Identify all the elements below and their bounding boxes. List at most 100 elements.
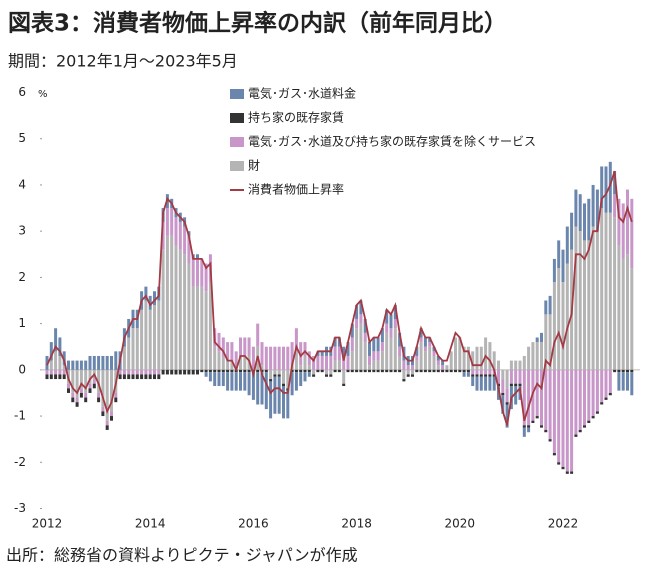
bar-segment — [144, 300, 148, 370]
bar-segment — [514, 386, 518, 405]
bar-segment — [415, 355, 419, 361]
bar-segment — [346, 342, 350, 356]
bar-segment — [591, 416, 595, 419]
y-tick-label: 2 — [18, 270, 26, 284]
bar-segment — [217, 372, 221, 387]
y-tick-label: 3 — [18, 224, 26, 238]
bar-segment — [608, 161, 612, 213]
bar-segment — [110, 416, 113, 421]
bar-segment — [471, 351, 475, 370]
bar-segment — [110, 355, 113, 370]
bar-segment — [479, 376, 483, 391]
bar-segment — [565, 226, 569, 264]
bar-segment — [587, 369, 591, 421]
bar-segment — [62, 351, 66, 366]
bar-segment — [282, 386, 285, 419]
bar-segment — [110, 369, 113, 412]
bar-segment — [200, 258, 204, 287]
bar-segment — [79, 360, 83, 370]
bar-segment — [329, 355, 333, 370]
bar-segment — [423, 346, 427, 352]
bar-segment — [376, 351, 380, 361]
bar-segment — [570, 369, 574, 472]
bar-segment — [140, 374, 144, 380]
bar-segment — [423, 369, 427, 373]
bar-segment — [226, 372, 230, 391]
bar-segment — [613, 171, 617, 195]
bar-segment — [583, 203, 586, 241]
legend: 電気･ガス･水道料金持ち家の既存家賃電気･ガス･水道及び持ち家の既存家賃を除くサ… — [230, 86, 536, 197]
bar-segment — [342, 346, 346, 356]
bar-segment — [436, 369, 440, 373]
bar-segment — [303, 342, 307, 356]
bar-segment — [441, 365, 445, 370]
bar-segment — [419, 342, 423, 370]
bar-segment — [342, 383, 346, 387]
bar-segment — [355, 305, 359, 319]
bar-segment — [84, 392, 88, 398]
bar-segment — [187, 369, 191, 375]
bar-segment — [600, 369, 604, 403]
bar-segment — [243, 372, 247, 391]
cpi-line — [46, 170, 633, 426]
bar-segment — [165, 235, 169, 370]
bar-segment — [312, 369, 316, 375]
bar-segment — [247, 372, 251, 396]
x-tick-label: 2012 — [32, 517, 63, 531]
bar-segment — [303, 372, 307, 382]
bar-segment — [174, 245, 178, 370]
bar-segment — [527, 346, 531, 370]
bar-segment — [462, 369, 466, 373]
bar-segment — [153, 374, 156, 380]
bar-segment — [518, 369, 522, 384]
bar-segment — [269, 346, 273, 370]
legend-label: 持ち家の既存家賃 — [248, 110, 344, 125]
y-tick-label: 0 — [18, 362, 26, 376]
bar-segment — [148, 295, 152, 310]
bar-segment — [380, 342, 384, 352]
bar-segment — [320, 369, 324, 373]
bar-segment — [251, 346, 255, 370]
bar-segment — [333, 337, 337, 347]
bar-segment — [617, 198, 621, 246]
bar-segment — [58, 369, 62, 375]
bar-segment — [342, 355, 346, 370]
bar-segment — [475, 374, 479, 377]
bar-segment — [613, 217, 617, 370]
bar-segment — [583, 425, 586, 428]
bar-segment — [260, 372, 264, 405]
bar-segment — [595, 369, 599, 412]
bar-segment — [264, 346, 268, 370]
bar-segment — [153, 369, 156, 375]
bar-segment — [600, 402, 604, 405]
bar-segment — [114, 351, 118, 370]
bar-segment — [393, 369, 397, 373]
bar-segment — [368, 369, 371, 373]
bar-segment — [372, 369, 376, 373]
bar-segment — [363, 332, 367, 343]
bar-segment — [101, 369, 105, 407]
bar-segment — [613, 194, 617, 218]
bar-segment — [97, 397, 101, 403]
bar-segment — [153, 291, 156, 306]
bar-segment — [406, 365, 410, 370]
bar-segment — [277, 376, 281, 414]
bar-segment — [71, 397, 75, 403]
bar-segment — [617, 369, 621, 373]
bar-segment — [557, 240, 561, 269]
bar-segment — [570, 212, 574, 250]
bar-segment — [239, 337, 242, 356]
bar-segment — [561, 466, 565, 470]
bar-segment — [475, 369, 479, 375]
bar-segment — [454, 337, 457, 370]
bar-segment — [269, 369, 273, 380]
bar-segment — [471, 376, 475, 387]
bar-segment — [183, 369, 187, 375]
bar-segment — [342, 369, 346, 384]
bar-segment — [600, 166, 604, 209]
bar-segment — [294, 328, 298, 352]
bar-segment — [92, 379, 96, 384]
bar-segment — [389, 337, 393, 370]
bar-segment — [282, 369, 285, 384]
bar-segment — [62, 365, 66, 370]
